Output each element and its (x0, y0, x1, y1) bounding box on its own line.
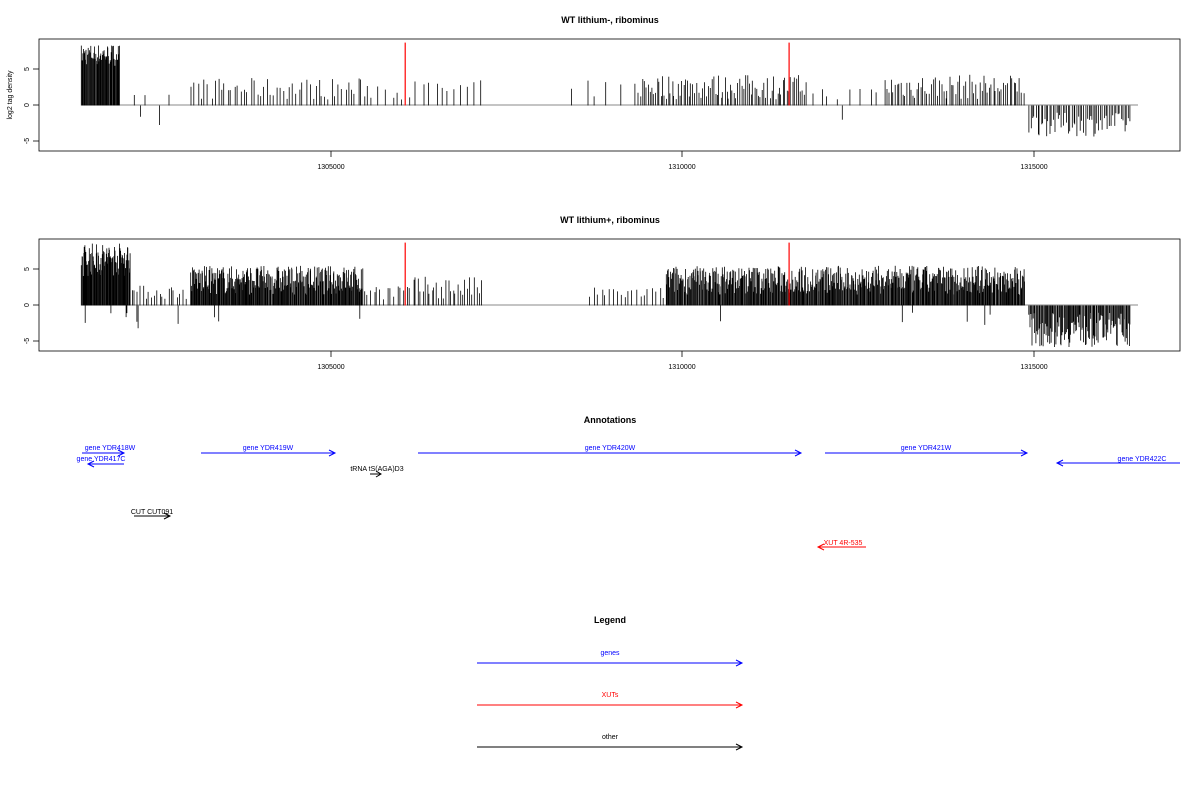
y-tick-0: 0 (24, 303, 39, 307)
xut-arrow-4r-535: XUT 4R-535 (816, 540, 866, 551)
gene-arrow-ydr420w: gene YDR420W (418, 445, 803, 457)
y-tick-0: 0 (24, 103, 39, 107)
x-tick-label: 1310000 (668, 364, 695, 371)
legend-label: other (602, 734, 619, 741)
legend-item-xuts: XUTs (477, 692, 744, 709)
panel-title: WT lithium-, ribominus (561, 15, 659, 25)
y-tick-minus5: -5 (24, 338, 39, 344)
gene-arrow-ydr419w: gene YDR419W (201, 445, 337, 457)
y-tick-label: 0 (24, 303, 31, 307)
annotations-title: Annotations (584, 415, 637, 425)
gene-arrow-ydr417c: gene YDR417C (77, 456, 126, 468)
y-tick-minus5: -5 (24, 138, 39, 144)
x-tick-1315000: 1315000 (1020, 151, 1048, 171)
x-tick-label: 1310000 (668, 164, 695, 171)
legend: Legend genes XUTs other (477, 615, 744, 751)
gene-label: gene YDR418W (85, 445, 136, 452)
x-tick-1305000: 1305000 (317, 351, 345, 371)
y-tick-label: 5 (24, 67, 31, 71)
plot-frame (38, 38, 1181, 152)
annotations-panel: Annotations gene YDR418W gene YDR417C ge… (77, 415, 1180, 551)
y-axis-label: log2 tag density (7, 70, 14, 120)
y-tick-5: 5 (24, 67, 39, 71)
gene-label: gene YDR419W (243, 445, 294, 452)
other-label: CUT CUT091 (131, 509, 173, 516)
gene-label: gene YDR422C (1118, 456, 1167, 463)
legend-item-other: other (477, 734, 744, 751)
plot-frame (38, 238, 1181, 352)
legend-item-genes: genes (477, 650, 744, 667)
legend-label: XUTs (602, 692, 619, 699)
gene-arrow-ydr422c: gene YDR422C (1055, 456, 1180, 467)
x-tick-label: 1305000 (317, 364, 344, 371)
y-tick-label: -5 (24, 138, 31, 144)
other-label: tRNA tS(AGA)D3 (350, 466, 403, 473)
x-tick-1305000: 1305000 (317, 151, 345, 171)
gene-label: gene YDR420W (585, 445, 636, 452)
y-tick-label: -5 (24, 338, 31, 344)
legend-label: genes (600, 650, 620, 657)
other-arrow-trna: tRNA tS(AGA)D3 (350, 466, 404, 478)
y-tick-label: 5 (24, 267, 31, 271)
gene-arrow-ydr421w: gene YDR421W (825, 445, 1029, 457)
track-panel-lithium-minus: WT lithium-, ribominus log2 tag density … (7, 15, 1181, 171)
x-tick-1315000: 1315000 (1020, 351, 1048, 371)
gene-label: gene YDR417C (77, 456, 126, 463)
density-bars (80, 42, 1131, 137)
x-tick-label: 1305000 (317, 164, 344, 171)
x-tick-1310000: 1310000 (668, 351, 696, 371)
x-tick-1310000: 1310000 (668, 151, 696, 171)
y-tick-label: 0 (24, 103, 31, 107)
gene-arrow-ydr418w: gene YDR418W (82, 445, 136, 457)
density-bars (80, 242, 1131, 347)
gene-label: gene YDR421W (901, 445, 952, 452)
xut-label: XUT 4R-535 (824, 540, 863, 547)
x-tick-label: 1315000 (1020, 164, 1047, 171)
x-tick-label: 1315000 (1020, 364, 1047, 371)
y-tick-5: 5 (24, 267, 39, 271)
legend-title: Legend (594, 615, 626, 625)
other-arrow-cut091: CUT CUT091 (131, 509, 173, 520)
panel-title: WT lithium+, ribominus (560, 215, 660, 225)
track-panel-lithium-plus: WT lithium+, ribominus 5 0 -5 1305000 13… (24, 215, 1181, 371)
